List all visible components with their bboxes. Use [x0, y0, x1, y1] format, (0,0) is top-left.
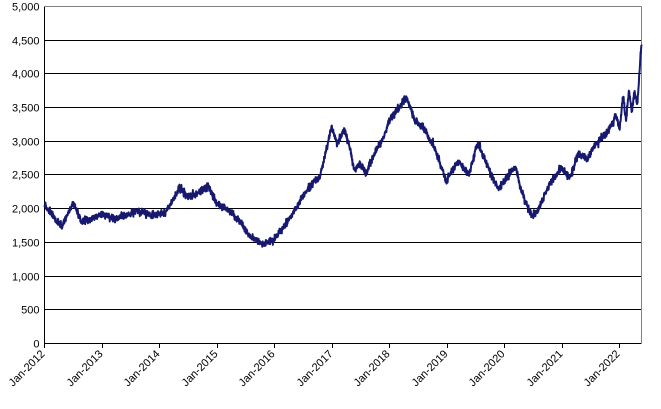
svg-text:3,000: 3,000 [12, 137, 40, 149]
svg-text:1,500: 1,500 [12, 238, 40, 250]
svg-text:5,000: 5,000 [12, 2, 40, 14]
svg-text:2,000: 2,000 [12, 204, 40, 216]
svg-text:4,000: 4,000 [12, 69, 40, 81]
svg-text:500: 500 [21, 305, 39, 317]
svg-text:4,500: 4,500 [12, 36, 40, 48]
svg-text:2,500: 2,500 [12, 170, 40, 182]
svg-text:1,000: 1,000 [12, 272, 40, 284]
svg-text:3,500: 3,500 [12, 103, 40, 115]
